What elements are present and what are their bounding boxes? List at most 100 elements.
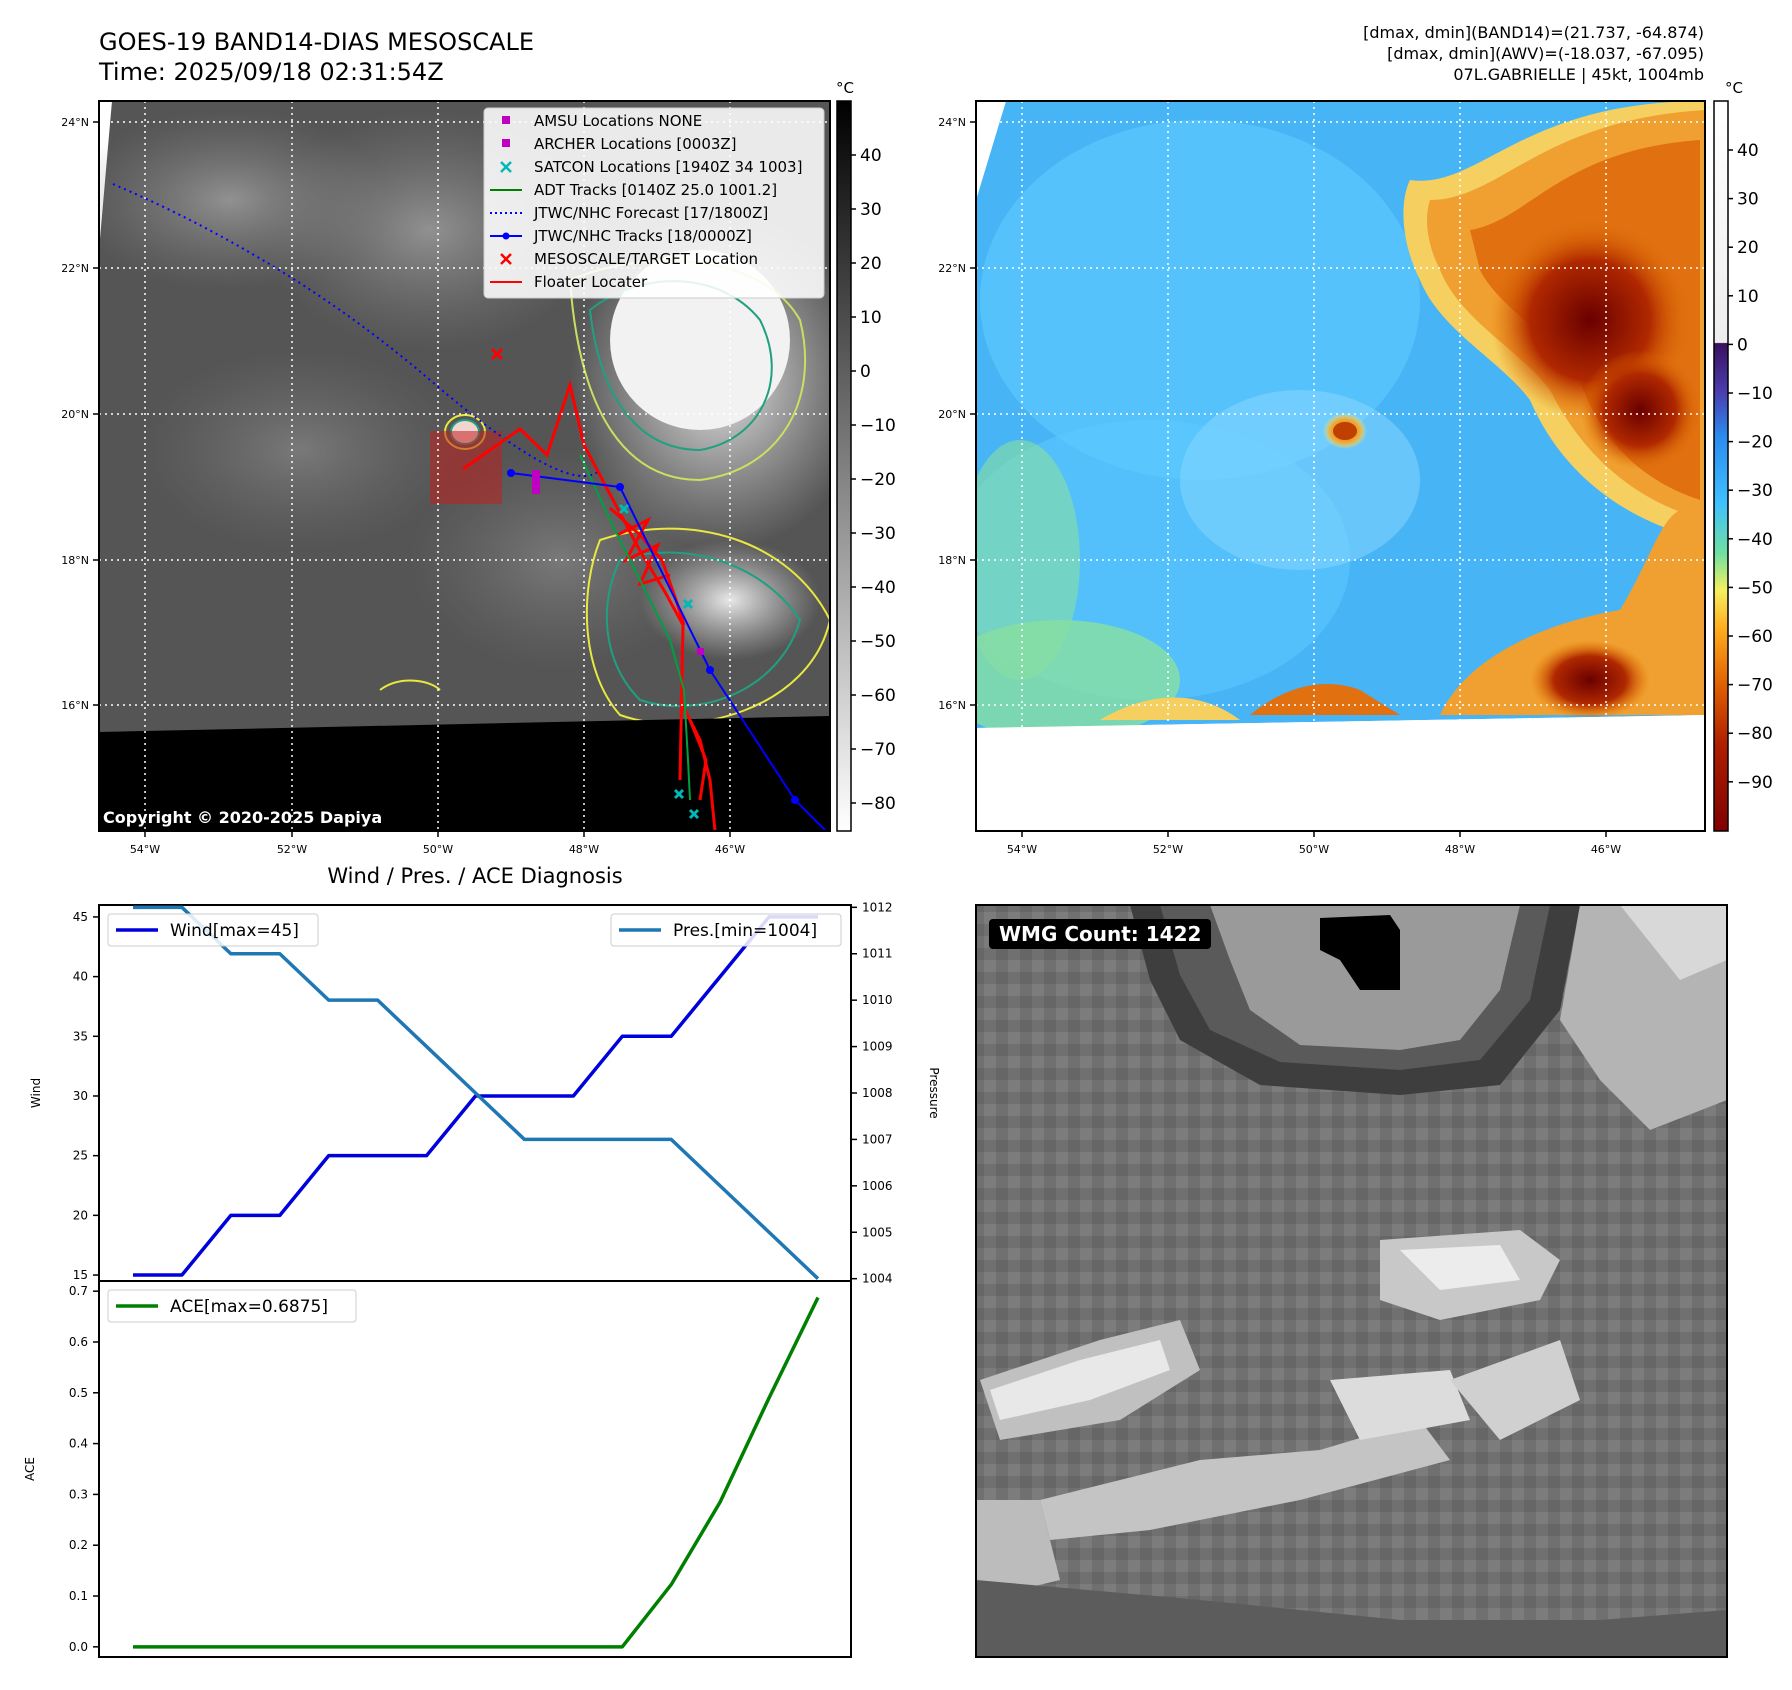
ace-tick: 0.5	[69, 1386, 88, 1400]
colorbar-tick: 0	[1737, 335, 1748, 355]
ace-tick: 0.1	[69, 1589, 88, 1603]
wind-tick: 30	[73, 1089, 88, 1103]
legend-label: MESOSCALE/TARGET Location	[534, 250, 758, 268]
legend-item-archer-locations-0003z: ARCHER Locations [0003Z]	[502, 135, 737, 153]
ir-lat-tick: 18°N	[61, 554, 89, 567]
colorbar-tick: −10	[860, 416, 896, 436]
legend-item-wind: Wind[max=45]	[107, 913, 319, 947]
series-line-ace	[133, 1296, 820, 1649]
wind-tick: 35	[73, 1029, 88, 1043]
awv-lat-tick: 18°N	[938, 554, 966, 567]
awv-lon-tick: 54°W	[1007, 843, 1037, 856]
pressure-tick: 1012	[862, 900, 893, 914]
awv-lon-tick: 52°W	[1153, 843, 1183, 856]
ir-map-panel: AMSU Locations NONE ARCHER Locations [000…	[61, 100, 831, 856]
ace-chart: 0.0 0.1 0.2 0.3 0.4 0.5 0.6 0.7 ACE[max=0.6875]…	[23, 1280, 852, 1658]
ir-lat-tick: 22°N	[61, 262, 89, 275]
copyright-text: Copyright © 2020-2025 Dapiya	[103, 808, 382, 827]
ir-lon-tick: 46°W	[715, 843, 745, 856]
colorbar-tick: −50	[1737, 578, 1773, 598]
wind-tick: 45	[73, 910, 88, 924]
ir-lon-tick: 54°W	[130, 843, 160, 856]
ace-axis-label: ACE	[23, 1457, 37, 1481]
legend-item-jtwc-nhc-forecast-17-1800z: JTWC/NHC Forecast [17/1800Z]	[490, 204, 768, 222]
wmg-count-box	[989, 919, 1211, 949]
colorbar-tick: 30	[1737, 190, 1759, 210]
satcon-locations	[618, 503, 700, 820]
pressure-tick: 1010	[862, 993, 893, 1007]
awv-lon-tick: 48°W	[1445, 843, 1475, 856]
colorbar-tick: 10	[1737, 287, 1759, 307]
colorbar-tick: 40	[1737, 141, 1759, 161]
stats-band14: [dmax, dmin](BAND14)=(21.737, -64.874)	[1363, 23, 1704, 42]
legend-item-satcon-locations-1940z-34-1003: SATCON Locations [1940Z 34 1003]	[500, 158, 802, 176]
legend-item-adt-tracks-0140z-25-0-1001-2: ADT Tracks [0140Z 25.0 1001.2]	[490, 181, 777, 199]
wind-axis-label: Wind	[29, 1078, 43, 1108]
legend-label: Floater Locater	[534, 273, 648, 291]
adt-track	[579, 454, 691, 801]
colorbar-tick: 10	[860, 308, 882, 328]
colorbar-tick: −40	[1737, 530, 1773, 550]
awv-lat-tick: 22°N	[938, 262, 966, 275]
legend-label: SATCON Locations [1940Z 34 1003]	[534, 158, 802, 176]
colorbar-tick: −20	[860, 470, 896, 490]
ir-lon-tick: 52°W	[277, 843, 307, 856]
legend-label: Wind[max=45]	[170, 921, 299, 941]
wmg-imagery	[976, 905, 1727, 1657]
colorbar-tick: 20	[1737, 238, 1759, 258]
colorbar-tick: −10	[1737, 384, 1773, 404]
awv-colorbar-unit: °C	[1725, 79, 1743, 97]
ace-tick: 0.7	[69, 1284, 88, 1298]
legend-label: AMSU Locations NONE	[534, 112, 702, 130]
colorbar-tick: −30	[860, 524, 896, 544]
awv-lat-tick: 24°N	[938, 116, 966, 129]
legend-label: JTWC/NHC Forecast [17/1800Z]	[533, 204, 768, 222]
ace-tick: 0.6	[69, 1335, 88, 1349]
pressure-tick: 1007	[862, 1132, 893, 1146]
pressure-tick: 1006	[862, 1179, 893, 1193]
ir-lat-tick: 20°N	[61, 408, 89, 421]
stats-awv: [dmax, dmin](AWV)=(-18.037, -67.095)	[1387, 44, 1704, 63]
awv-lat-tick: 16°N	[938, 699, 966, 712]
pressure-tick: 1011	[862, 947, 893, 961]
awv-imagery	[976, 101, 1705, 831]
figure-title: GOES-19 BAND14-DIAS MESOSCALE	[99, 28, 534, 56]
legend-item-pressure: Pres.[min=1004]	[610, 913, 842, 947]
legend-label: JTWC/NHC Tracks [18/0000Z]	[533, 227, 752, 245]
legend-label: ADT Tracks [0140Z 25.0 1001.2]	[534, 181, 777, 199]
awv-gridlines	[976, 101, 1705, 831]
legend-item-mesoscale-target-location: MESOSCALE/TARGET Location	[500, 250, 758, 268]
colorbar-tick: −90	[1737, 773, 1773, 793]
ir-lat-tick: 16°N	[61, 699, 89, 712]
figure-time: Time: 2025/09/18 02:31:54Z	[98, 58, 444, 86]
stats-storm: 07L.GABRIELLE | 45kt, 1004mb	[1453, 65, 1704, 84]
ir-legend: AMSU Locations NONE ARCHER Locations [000…	[483, 107, 825, 299]
colorbar-tick: 0	[860, 362, 871, 382]
colorbar-tick: −30	[1737, 481, 1773, 501]
colorbar-tick: −60	[1737, 627, 1773, 647]
diagnosis-title: Wind / Pres. / ACE Diagnosis	[327, 864, 622, 888]
legend-item-ace: ACE[max=0.6875]	[107, 1289, 357, 1323]
legend-label: ACE[max=0.6875]	[170, 1297, 328, 1317]
awv-lat-axis: 24°N 22°N 20°N 18°N 16°N	[938, 116, 976, 712]
legend-label: Pres.[min=1004]	[673, 921, 817, 941]
awv-lat-tick: 20°N	[938, 408, 966, 421]
colorbar-tick: 40	[860, 146, 882, 166]
awv-lon-tick: 50°W	[1299, 843, 1329, 856]
pressure-tick: 1009	[862, 1040, 893, 1054]
series-line-wind-max-45	[133, 915, 818, 1277]
colorbar-tick: 20	[860, 254, 882, 274]
awv-map-panel: 24°N 22°N 20°N 18°N 16°N 54°W 52°W 50°W 48°W 46°…	[938, 100, 1706, 856]
wmg-panel: WMG Count: 1422	[975, 904, 1728, 1658]
pressure-axis-label: Pressure	[927, 1067, 941, 1118]
colorbar-tick: −70	[1737, 676, 1773, 696]
ir-lat-tick: 24°N	[61, 116, 89, 129]
wind-tick: 20	[73, 1208, 88, 1222]
ir-colorbar-unit: °C	[836, 79, 854, 97]
ir-lon-tick: 48°W	[569, 843, 599, 856]
wind-pressure-chart: 15 20 25 30 35 40 45 1004 1005 1006 1007 1008 1009 10…	[29, 900, 941, 1285]
awv-colorbar: °C 40 30 20 10 0 −10 −20 −30 −40 −50 −60 −70 −80 −90	[1713, 79, 1773, 832]
pressure-tick: 1008	[862, 1086, 893, 1100]
series-line-pres-min-1004	[133, 905, 820, 1280]
